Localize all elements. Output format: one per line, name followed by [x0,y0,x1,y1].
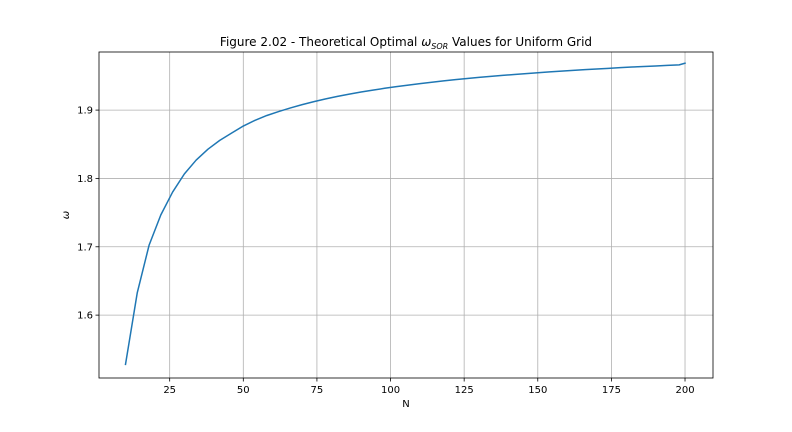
plot-frame [98,51,714,379]
x-tick-label: 200 [675,385,694,396]
series-layer [124,62,686,366]
x-tick-label: 50 [237,385,250,396]
x-tick-label: 125 [455,385,474,396]
x-tick-label: 25 [163,385,176,396]
chart-title: Figure 2.02 - Theoretical Optimal ωSOR V… [220,35,592,51]
y-axis-label: ω [61,211,72,219]
chart-title-subscript: SOR [431,42,448,51]
y-tick-label: 1.9 [77,106,93,117]
x-tick-label: 175 [602,385,621,396]
x-tick-layer: 25 50 75 100 125 150 175 200 [163,378,695,396]
x-tick-label: 100 [381,385,400,396]
y-tick-label: 1.7 [77,242,93,253]
x-axis-label: N [402,399,409,410]
chart-title-symbol: ω [421,35,431,49]
y-tick-layer: 1.6 1.7 1.8 1.9 [77,106,99,322]
x-tick-label: 75 [311,385,324,396]
chart-title-main: Figure 2.02 - Theoretical Optimal [220,35,421,49]
x-tick-label: 150 [528,385,547,396]
series-line [124,62,686,366]
y-tick-label: 1.8 [77,174,93,185]
chart-title-tail: Values for Uniform Grid [448,35,592,49]
y-tick-label: 1.6 [77,311,93,322]
grid-layer [99,52,713,378]
